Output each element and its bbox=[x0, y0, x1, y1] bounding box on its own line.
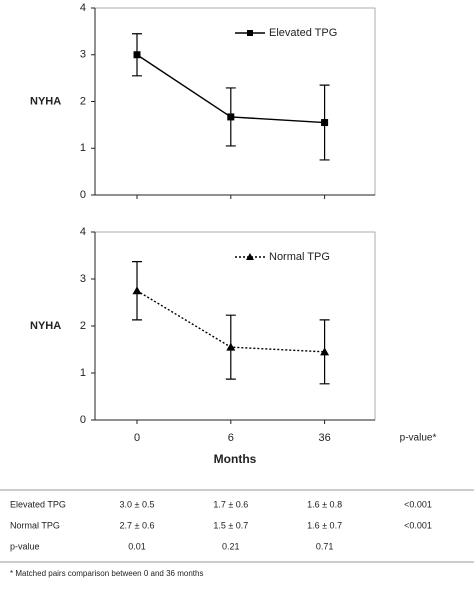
y-tick-label: 2 bbox=[80, 95, 86, 107]
legend-label: Elevated TPG bbox=[269, 27, 337, 39]
y-tick-label: 4 bbox=[80, 226, 86, 238]
marker bbox=[133, 51, 141, 59]
y-tick-label: 1 bbox=[80, 142, 86, 154]
y-tick-label: 2 bbox=[80, 320, 86, 332]
marker bbox=[132, 286, 142, 295]
table-header: p-value* bbox=[400, 433, 437, 444]
table-cell: 0.01 bbox=[128, 541, 146, 551]
row-label: Elevated TPG bbox=[10, 499, 66, 509]
footnote: * Matched pairs comparison between 0 and… bbox=[10, 569, 203, 578]
x-tick-label: 36 bbox=[318, 432, 330, 444]
y-tick-label: 3 bbox=[80, 273, 86, 285]
x-axis-label: Months bbox=[214, 452, 257, 466]
marker bbox=[227, 113, 235, 121]
marker bbox=[320, 347, 330, 356]
table-cell: 0.71 bbox=[316, 541, 334, 551]
row-label: p-value bbox=[10, 541, 40, 551]
table-cell: <0.001 bbox=[404, 520, 432, 530]
marker bbox=[246, 253, 254, 260]
table-cell: 1.7 ± 0.6 bbox=[213, 499, 248, 509]
table-cell: 0.21 bbox=[222, 541, 240, 551]
row-label: Normal TPG bbox=[10, 520, 60, 530]
y-axis-label: NYHA bbox=[30, 320, 61, 332]
y-axis-label: NYHA bbox=[30, 95, 61, 107]
table-cell: 2.7 ± 0.6 bbox=[120, 520, 155, 530]
table-cell: 3.0 ± 0.5 bbox=[120, 499, 155, 509]
marker bbox=[321, 119, 329, 127]
x-tick-label: 6 bbox=[228, 432, 234, 444]
y-tick-label: 4 bbox=[80, 2, 86, 14]
table-cell: 1.6 ± 0.8 bbox=[307, 499, 342, 509]
table-cell: 1.6 ± 0.7 bbox=[307, 520, 342, 530]
y-tick-label: 3 bbox=[80, 49, 86, 61]
table-cell: 1.5 ± 0.7 bbox=[213, 520, 248, 530]
y-tick-label: 0 bbox=[80, 414, 86, 426]
marker bbox=[247, 30, 253, 36]
x-tick-label: 0 bbox=[134, 432, 140, 444]
marker bbox=[226, 342, 236, 351]
plot-frame bbox=[94, 231, 376, 421]
legend-label: Normal TPG bbox=[269, 251, 330, 263]
table-cell: <0.001 bbox=[404, 499, 432, 509]
y-tick-label: 0 bbox=[80, 189, 86, 201]
y-tick-label: 1 bbox=[80, 367, 86, 379]
